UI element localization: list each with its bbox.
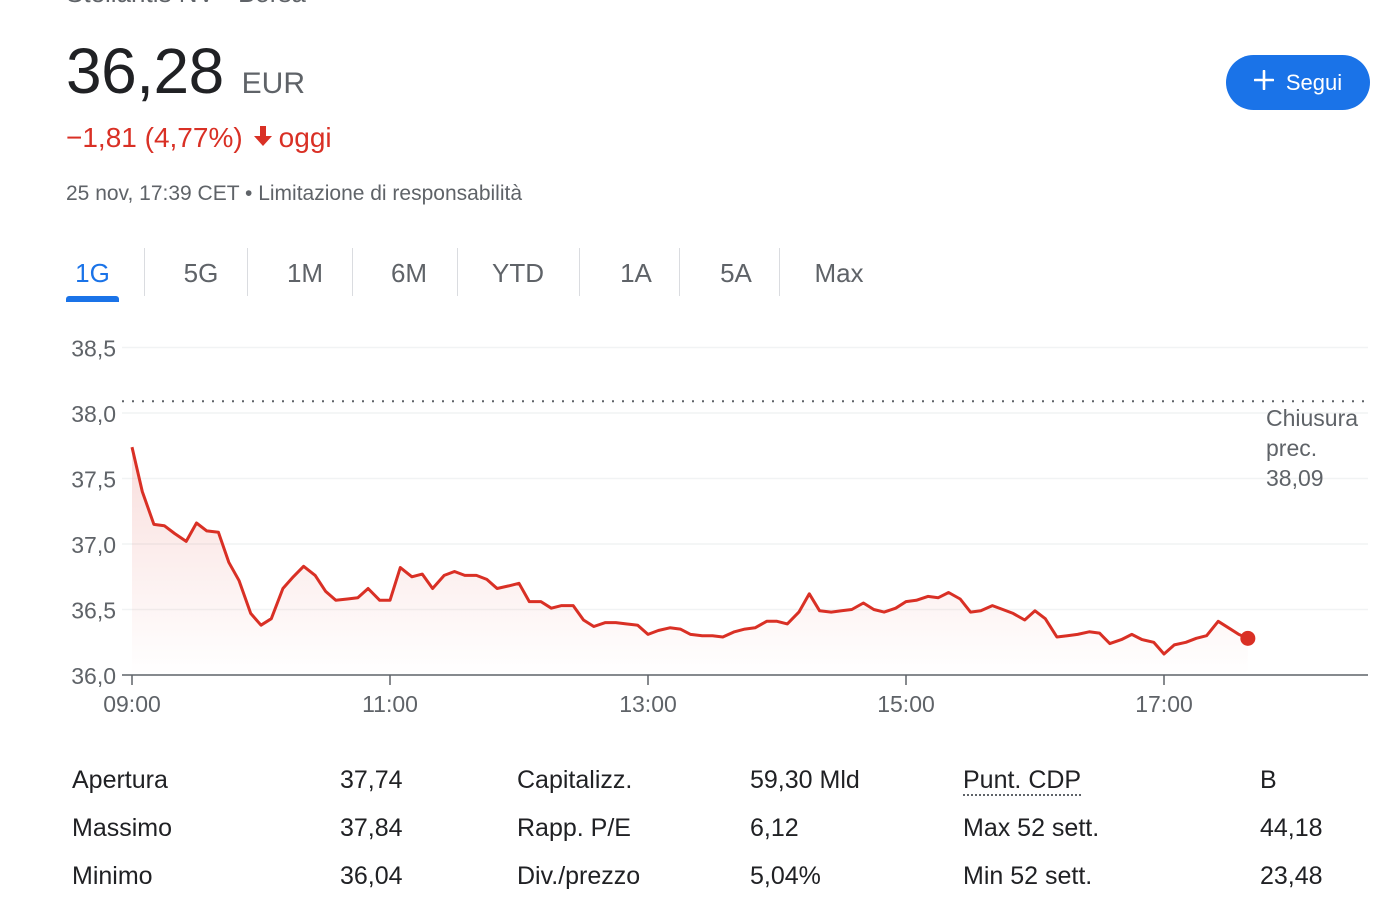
timestamp: 25 nov, 17:39 CET [66, 182, 240, 205]
stat-label[interactable]: Punt. CDP [963, 766, 1082, 796]
tab-divider [457, 248, 458, 296]
tab-divider [579, 248, 580, 296]
y-tick-label: 36,5 [71, 598, 116, 624]
change-value: −1,81 (4,77%) [66, 122, 243, 153]
tab-5g[interactable]: 5G [162, 244, 240, 302]
y-tick-label: 37,0 [71, 532, 116, 558]
stat-value: 5,04% [750, 862, 821, 890]
tab-label: 1M [286, 257, 324, 288]
x-tick-label: 17:00 [1135, 691, 1193, 717]
tab-max[interactable]: Max [796, 244, 882, 302]
y-tick-label: 37,5 [71, 467, 116, 493]
stat-label: Div./prezzo [517, 862, 641, 890]
timestamp-line: 25 nov, 17:39 CET • Limitazione di respo… [66, 182, 522, 206]
tab-label: 5A [720, 257, 752, 288]
tab-divider [247, 248, 248, 296]
x-tick-label: 11:00 [362, 691, 418, 717]
prev-close-label: 38,09 [1266, 465, 1324, 491]
tab-label: 6M [390, 257, 428, 288]
tab-ytd[interactable]: YTD [474, 244, 562, 302]
tab-1m[interactable]: 1M [264, 244, 346, 302]
separator-dot: • [245, 182, 259, 205]
price-line [130, 446, 1249, 656]
stat-label: Apertura [72, 766, 168, 794]
stat-label: Min 52 sett. [963, 862, 1093, 890]
x-tick-label: 13:00 [619, 691, 677, 717]
current-price: 36,28 [66, 35, 224, 107]
y-tick-label: 36,0 [71, 663, 116, 689]
stat-value: 36,04 [340, 862, 403, 890]
tab-label: 1G [75, 257, 110, 288]
x-tick-label: 15:00 [877, 691, 935, 717]
tab-divider [352, 248, 353, 296]
tab-divider [144, 248, 145, 296]
stat-label: Minimo [72, 862, 153, 890]
tab-label: YTD [492, 257, 544, 288]
currency-label: EUR [241, 67, 305, 100]
price-area-fill [132, 447, 1248, 675]
stat-value: 6,12 [750, 814, 799, 842]
prev-close-label: prec. [1266, 435, 1317, 461]
tab-divider [779, 248, 780, 296]
stat-label: Capitalizz. [517, 766, 633, 794]
price-block: 36,28 EUR [66, 34, 305, 108]
prev-close-label: Chiusura [1266, 405, 1358, 431]
y-tick-label: 38,0 [71, 401, 116, 427]
stat-value: 37,74 [340, 766, 403, 794]
tab-1g[interactable]: 1G [66, 244, 119, 302]
follow-label: Segui [1285, 69, 1343, 95]
disclaimer-link[interactable]: Limitazione di responsabilità [258, 182, 523, 205]
tab-6m[interactable]: 6M [369, 244, 449, 302]
tab-5a[interactable]: 5A [696, 244, 776, 302]
plus-icon [1253, 69, 1275, 96]
current-price-dot [1240, 630, 1256, 646]
stat-value: 37,84 [340, 814, 403, 842]
stat-label: Rapp. P/E [517, 814, 631, 842]
tab-1a[interactable]: 1A [596, 244, 676, 302]
stat-value: 59,30 Mld [750, 766, 860, 794]
tab-label: 1A [620, 257, 652, 288]
arrow-down-icon [253, 122, 273, 154]
stat-value: 44,18 [1260, 814, 1323, 842]
page-title-cut: Stellantis NV · Borsa [66, 0, 306, 9]
y-tick-label: 38,5 [71, 336, 116, 362]
tab-label: Max [814, 257, 864, 288]
price-chart[interactable]: 36,0 36,5 37,0 37,5 38,0 38,5 Chiusura prec. 38,… [0, 320, 1400, 740]
stat-label: Max 52 sett. [963, 814, 1100, 842]
tab-divider [679, 248, 680, 296]
price-change: −1,81 (4,77%) oggi [66, 122, 332, 154]
follow-button[interactable]: Segui [1226, 55, 1370, 110]
x-tick-label: 09:00 [103, 691, 161, 717]
tab-label: 5G [183, 257, 219, 288]
active-tab-indicator [66, 296, 119, 302]
stat-value: 23,48 [1260, 862, 1323, 890]
stat-label: Massimo [72, 814, 173, 842]
stat-value: B [1260, 766, 1277, 794]
change-period: oggi [278, 122, 332, 153]
